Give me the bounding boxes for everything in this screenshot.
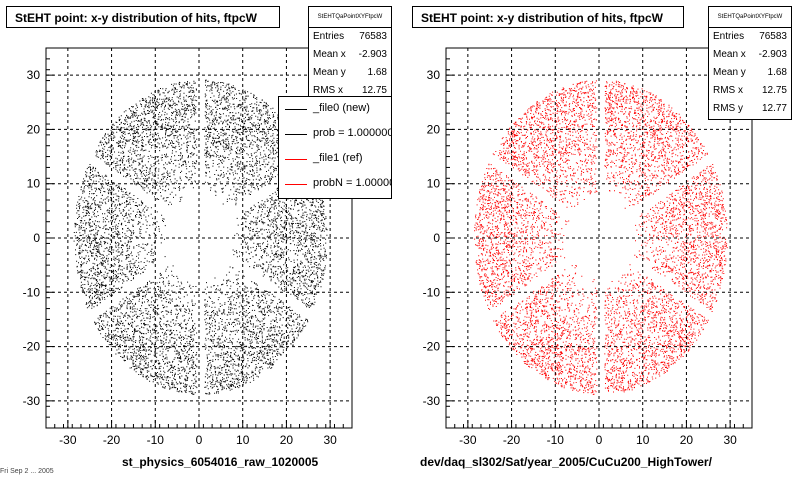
y-tick-label: -10 xyxy=(23,285,41,299)
x-tick-label: -10 xyxy=(147,433,165,447)
right-stats-row: Entries 76583 xyxy=(709,28,791,46)
y-tick-label: -10 xyxy=(423,285,441,299)
left-stats-row: Entries 76583 xyxy=(309,28,391,46)
y-tick-label: -20 xyxy=(23,340,41,354)
stats-label: Mean y xyxy=(713,67,746,78)
legend-label: _file1 (ref) xyxy=(313,152,363,164)
y-tick-label: 30 xyxy=(27,68,41,82)
right-stats-title: StEHTQaPointXYFtpcW xyxy=(709,7,791,28)
left-stats-row: Mean y 1.68 xyxy=(309,64,391,82)
stats-value: 1.68 xyxy=(367,67,387,78)
legend-line-black xyxy=(285,109,307,110)
left-stats-row: RMS x 12.75 xyxy=(309,82,391,100)
right-stats-row: Mean x -2.903 xyxy=(709,46,791,64)
stats-label: Mean y xyxy=(313,67,346,78)
left-x-axis-label: st_physics_6054016_raw_1020005 xyxy=(122,455,319,469)
legend-box: _file0 (new) prob = 1.000000 _file1 (ref… xyxy=(278,96,392,199)
stats-value: 76583 xyxy=(759,31,787,42)
stats-label: Mean x xyxy=(713,49,746,60)
stats-label: RMS y xyxy=(713,103,743,114)
y-tick-label: 30 xyxy=(427,68,441,82)
stats-value: 1.68 xyxy=(767,67,787,78)
stats-value: 76583 xyxy=(359,31,387,42)
right-stats-box: StEHTQaPointXYFtpcW Entries 76583 Mean x… xyxy=(708,6,792,120)
right-x-axis-label: dev/daq_sl302/Sat/year_2005/CuCu200_High… xyxy=(420,455,712,469)
y-tick-label: 20 xyxy=(27,122,41,136)
stats-value: 12.75 xyxy=(761,85,787,96)
x-tick-label: 10 xyxy=(636,433,650,447)
x-tick-label: -30 xyxy=(459,433,477,447)
x-tick-label: 20 xyxy=(680,433,694,447)
stats-value: 12.77 xyxy=(761,103,787,114)
left-plot-pad: -30 -20 -10 0 10 20 30 -30 -20 -10 0 10 20 30 StEHT p… xyxy=(6,6,392,469)
legend-entry: _file1 (ref) xyxy=(279,147,391,172)
right-plot-title: StEHT point: x-y distribution of hits, f… xyxy=(412,6,684,28)
footer-timestamp: Fri Sep 2 ... 2005 xyxy=(0,468,54,475)
stats-label: RMS x xyxy=(713,85,743,96)
y-tick-label: 0 xyxy=(33,231,40,245)
legend-label: prob = 1.000000 xyxy=(313,127,391,139)
right-stats-row: RMS x 12.75 xyxy=(709,82,791,100)
right-plot-pad: -30 -20 -10 0 10 20 30 -30 -20 -10 0 10 20 30 StEHT p… xyxy=(400,0,800,480)
legend-label: probN = 1.000000 xyxy=(313,177,391,189)
x-tick-label: -30 xyxy=(59,433,77,447)
legend-entry: probN = 1.000000 xyxy=(279,172,391,197)
x-tick-label: 10 xyxy=(236,433,250,447)
y-tick-label: -30 xyxy=(423,394,441,408)
y-tick-label: 20 xyxy=(427,122,441,136)
y-tick-label: 0 xyxy=(433,231,440,245)
x-tick-label: 20 xyxy=(280,433,294,447)
y-tick-label: 10 xyxy=(427,177,441,191)
legend-entry: prob = 1.000000 xyxy=(279,122,391,147)
y-tick-label: -30 xyxy=(23,394,41,408)
stats-value: -2.903 xyxy=(358,49,387,60)
right-stats-row: Mean y 1.68 xyxy=(709,64,791,82)
stats-label: Entries xyxy=(313,31,345,42)
left-stats-box: StEHTQaPointXYFtpcW Entries 76583 Mean x… xyxy=(308,6,392,102)
legend-line-red xyxy=(285,184,307,185)
x-tick-label: -10 xyxy=(547,433,565,447)
legend-entry: _file0 (new) xyxy=(279,97,391,122)
legend-line-black xyxy=(285,134,307,135)
x-tick-label: -20 xyxy=(103,433,121,447)
left-stats-title: StEHTQaPointXYFtpcW xyxy=(309,7,391,28)
stats-label: Entries xyxy=(713,31,745,42)
x-tick-label: 30 xyxy=(323,433,337,447)
y-tick-label: -20 xyxy=(423,340,441,354)
stats-value: 12.75 xyxy=(361,85,387,96)
x-tick-label: 0 xyxy=(596,433,603,447)
stats-value: -2.903 xyxy=(758,49,787,60)
x-tick-label: 30 xyxy=(723,433,737,447)
stats-label: Mean x xyxy=(313,49,346,60)
right-scatter-plot: -30 -20 -10 0 10 20 30 -30 -20 -10 0 10 20 30 xyxy=(423,47,753,447)
x-tick-label: -20 xyxy=(503,433,521,447)
right-stats-row: RMS y 12.77 xyxy=(709,100,791,118)
left-plot-title: StEHT point: x-y distribution of hits, f… xyxy=(6,6,280,28)
y-tick-label: 10 xyxy=(27,177,41,191)
legend-label: _file0 (new) xyxy=(313,102,370,114)
left-stats-row: Mean x -2.903 xyxy=(309,46,391,64)
x-tick-label: 0 xyxy=(196,433,203,447)
stats-label: RMS x xyxy=(313,85,343,96)
legend-line-red xyxy=(285,159,307,160)
